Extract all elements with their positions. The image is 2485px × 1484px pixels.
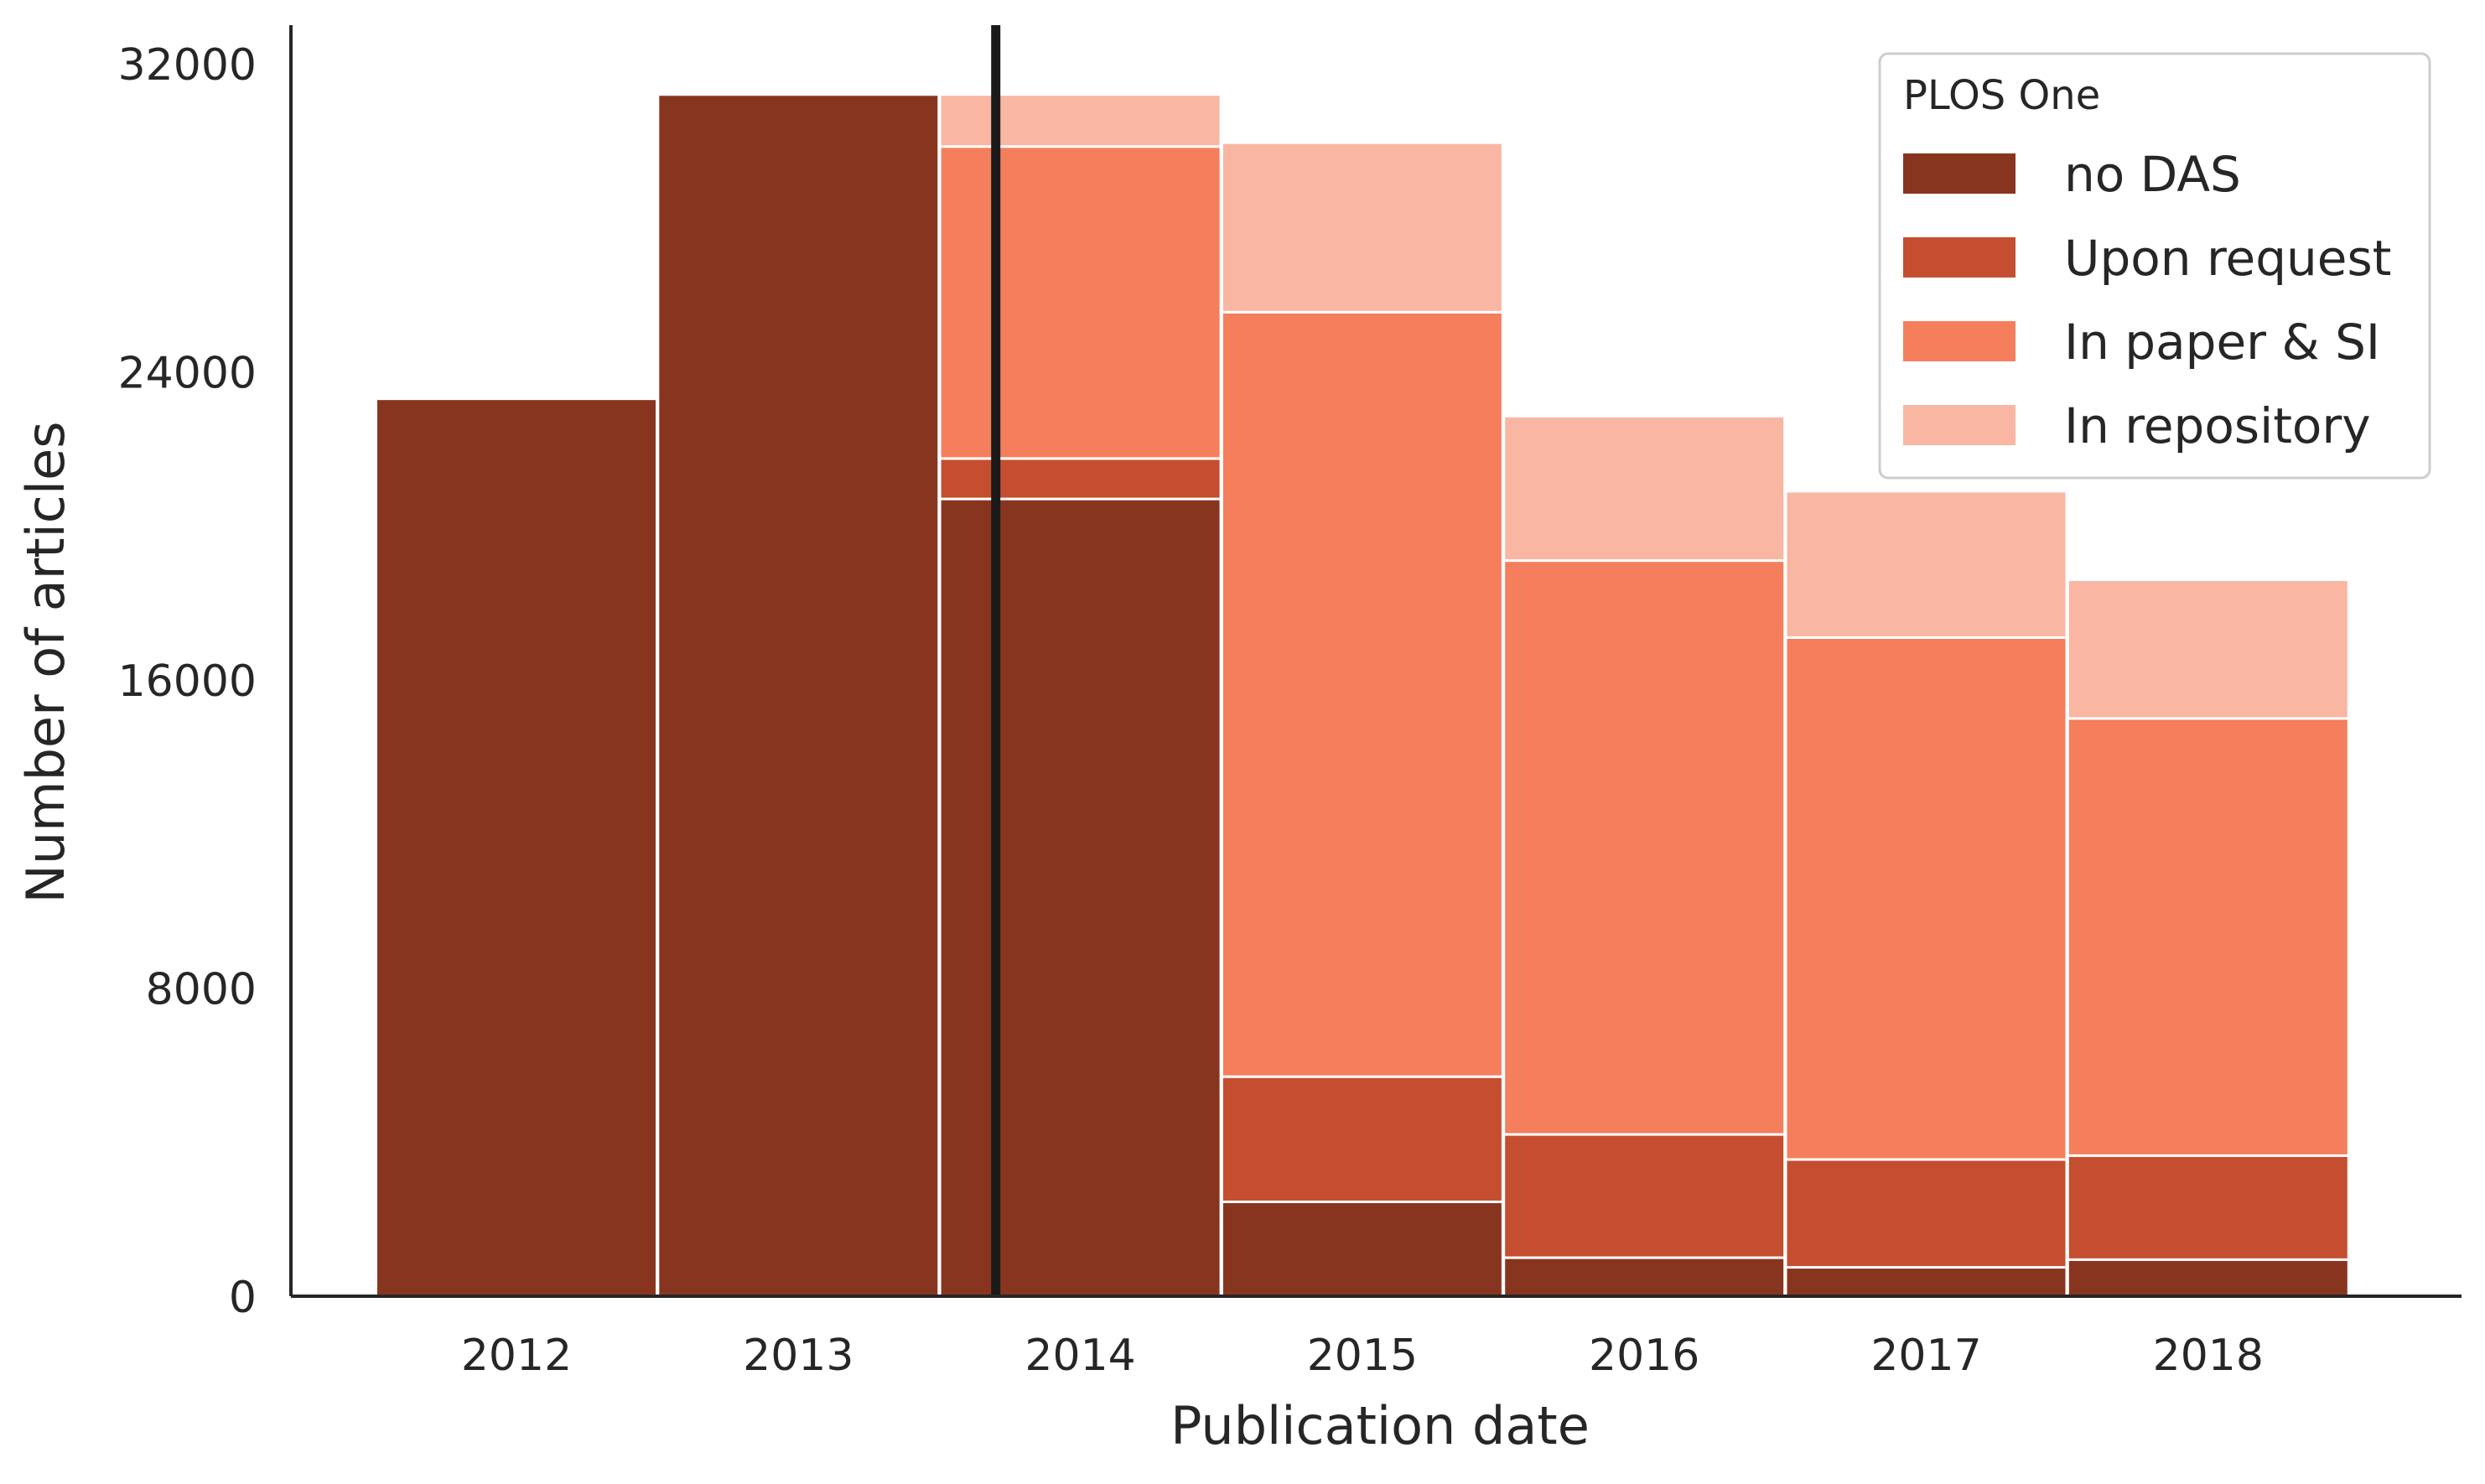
- bar-2016-upon-request: [1502, 1133, 1787, 1259]
- y-ticks-group: 0 8000 16000 24000 32000: [118, 40, 257, 1323]
- bar-2015-in-repository: [1220, 141, 1504, 314]
- legend-label-upon-request: Upon request: [2064, 230, 2391, 287]
- legend-swatch-upon-request: [1903, 237, 2015, 278]
- bar-2015-no-das: [1220, 1200, 1504, 1298]
- y-tick-label-0: 0: [229, 1273, 257, 1323]
- y-tick-label-32000: 32000: [118, 40, 257, 91]
- bar-2014-no-das: [938, 497, 1222, 1298]
- x-tick-label-2018: 2018: [2153, 1331, 2264, 1381]
- bar-2018-in-repository: [2066, 579, 2350, 720]
- bar-2018-in-paper-si: [2066, 717, 2350, 1157]
- x-tick-label-2015: 2015: [1307, 1331, 1418, 1381]
- legend-title: PLOS One: [1903, 72, 2100, 119]
- legend-frame: [1878, 52, 2431, 480]
- bar-2015-upon-request: [1220, 1075, 1504, 1203]
- bar-2018-no-das: [2066, 1258, 2350, 1298]
- x-axis-title: Publication date: [1170, 1395, 1590, 1456]
- x-tick-label-2014: 2014: [1025, 1331, 1135, 1381]
- bar-2016-no-das: [1502, 1256, 1787, 1298]
- bar-2016-in-repository: [1502, 414, 1787, 563]
- bar-2015-in-paper-si: [1220, 310, 1504, 1078]
- bar-2017-no-das: [1784, 1266, 2068, 1298]
- bar-2014-in-repository: [938, 93, 1222, 148]
- bar-2014-in-paper-si: [938, 145, 1222, 460]
- bar-2017-in-paper-si: [1784, 636, 2068, 1161]
- bar-2013-no-das: [656, 93, 941, 1298]
- x-tick-label-2013: 2013: [743, 1331, 853, 1381]
- y-tick-label-24000: 24000: [118, 349, 257, 399]
- x-tick-label-2012: 2012: [461, 1331, 572, 1381]
- y-axis-title: Number of articles: [15, 421, 76, 903]
- x-ticks-group: 2012 2013 2014 2015 2016 2017 2018: [461, 1331, 2264, 1381]
- bar-2017-in-repository: [1784, 490, 2068, 639]
- legend-label-in-repository: In repository: [2064, 397, 2371, 454]
- legend-label-in-paper-si: In paper & SI: [2064, 314, 2380, 371]
- bar-2014-upon-request: [938, 457, 1222, 501]
- x-tick-label-2017: 2017: [1870, 1331, 1981, 1381]
- legend-label-no-das: no DAS: [2064, 146, 2241, 203]
- bar-2017-upon-request: [1784, 1158, 2068, 1269]
- bar-2016-in-paper-si: [1502, 559, 1787, 1136]
- bars-group: [375, 93, 2350, 1298]
- legend-swatch-no-das: [1903, 153, 2015, 194]
- bar-2012-no-das: [375, 397, 658, 1298]
- x-tick-label-2016: 2016: [1589, 1331, 1699, 1381]
- legend-swatch-in-repository: [1903, 405, 2015, 445]
- axes-group: [289, 25, 2462, 1298]
- y-tick-label-16000: 16000: [118, 656, 257, 707]
- bar-2018-upon-request: [2066, 1154, 2350, 1261]
- legend: PLOS One no DAS Upon request In paper & SI I…: [1878, 52, 2431, 480]
- legend-swatch-in-paper-si: [1903, 321, 2015, 361]
- y-tick-label-8000: 8000: [146, 965, 257, 1015]
